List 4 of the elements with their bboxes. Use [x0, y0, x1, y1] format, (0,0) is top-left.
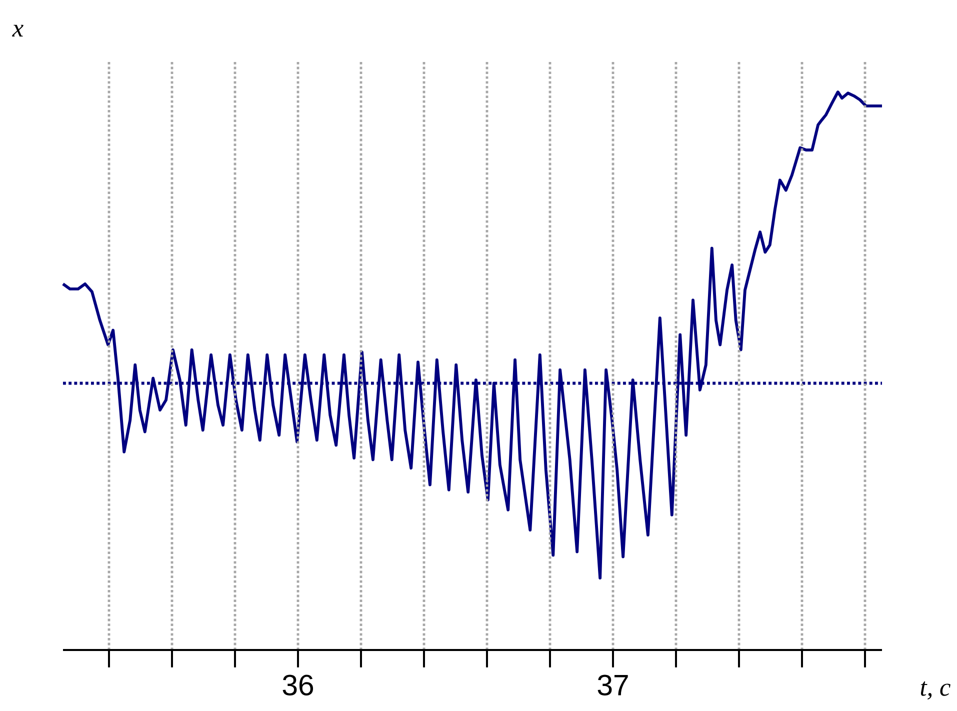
x-tick-label: 37: [598, 674, 628, 696]
y-axis-title: x: [12, 24, 24, 36]
x-axis-title: t, c: [920, 681, 950, 700]
x-tick-label: 36: [282, 674, 314, 696]
